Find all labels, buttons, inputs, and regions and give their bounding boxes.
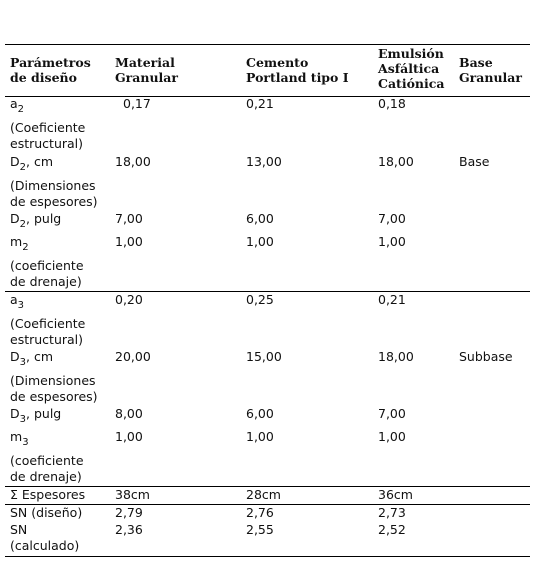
row-label: m2 (10, 234, 29, 253)
label-subscript: 2 (22, 242, 29, 253)
rule (5, 44, 530, 45)
cell: 6,00 (246, 211, 274, 226)
label-base: D (10, 211, 20, 226)
label-subscript: 3 (17, 300, 25, 311)
rule (5, 486, 530, 487)
label-subscript: 3 (22, 437, 29, 448)
label-suffix: , cm (26, 154, 54, 169)
cell: 18,00 (378, 154, 414, 169)
cell: 2,73 (378, 505, 406, 520)
row-note: (Dimensiones de espesores) (10, 178, 98, 209)
row-label: D3, cm (10, 349, 54, 368)
row-note: (Coeficiente estructural) (10, 316, 86, 347)
label-base: m (10, 234, 23, 249)
cell: 0,17 (123, 96, 151, 111)
cell: 2,55 (246, 522, 274, 537)
cell: 8,00 (115, 406, 143, 421)
row-label: SN (diseño) (10, 505, 82, 521)
label-subscript: 3 (19, 357, 27, 368)
label-base: a (10, 96, 18, 111)
label-base: D (10, 154, 20, 169)
cell: 20,00 (115, 349, 151, 364)
cell: 7,00 (115, 211, 143, 226)
label-suffix: , pulg (26, 406, 62, 421)
cell: 38cm (115, 487, 150, 502)
cell: 18,00 (115, 154, 151, 169)
label-base: D (10, 406, 20, 421)
rule (5, 291, 530, 292)
cell: 36cm (378, 487, 413, 502)
cell: 28cm (246, 487, 281, 502)
row-note: (coeficiente de drenaje) (10, 258, 84, 289)
rule (5, 96, 530, 97)
row-label: D3, pulg (10, 406, 62, 425)
cell: 1,00 (115, 234, 143, 249)
cell: 1,00 (246, 429, 274, 444)
cell: 13,00 (246, 154, 282, 169)
row-label: SN (calculado) (10, 522, 79, 554)
label-suffix: , cm (26, 349, 54, 364)
cell: 2,52 (378, 522, 406, 537)
cell: 0,21 (378, 292, 406, 307)
layer: Base (459, 154, 490, 169)
row-note: (Coeficiente estructural) (10, 120, 86, 151)
cell: 7,00 (378, 211, 406, 226)
cell: 0,25 (246, 292, 274, 307)
row-note: (coeficiente de drenaje) (10, 453, 84, 484)
header-cell: Base Granular (459, 55, 522, 85)
cell: 18,00 (378, 349, 414, 364)
rule (5, 504, 530, 505)
label-base: Σ Espesores (10, 487, 86, 502)
header-cell: Material Granular (115, 55, 178, 85)
cell: 0,18 (378, 96, 406, 111)
cell: 0,20 (115, 292, 143, 307)
row-label: m3 (10, 429, 29, 448)
label-subscript: 2 (19, 162, 27, 173)
label-base: m (10, 429, 23, 444)
label-base: D (10, 349, 20, 364)
label-base: a (10, 292, 18, 307)
row-label: D2, cm (10, 154, 54, 173)
label-subscript: 2 (19, 219, 27, 230)
label-suffix: , pulg (26, 211, 62, 226)
cell: 6,00 (246, 406, 274, 421)
cell: 1,00 (378, 429, 406, 444)
rule (5, 556, 530, 557)
label-base: SN (diseño) (10, 505, 83, 520)
cell: 1,00 (115, 429, 143, 444)
label-base: SN (calculado) (10, 522, 80, 553)
label-subscript: 2 (17, 104, 25, 115)
layer: Subbase (459, 349, 513, 364)
cell: 2,36 (115, 522, 143, 537)
header-cell: Cemento Portland tipo I (246, 55, 349, 85)
cell: 1,00 (378, 234, 406, 249)
label-subscript: 3 (19, 414, 27, 425)
header-cell: Emulsión Asfáltica Catiónica (378, 46, 445, 91)
row-note: (Dimensiones de espesores) (10, 373, 98, 404)
cell: 7,00 (378, 406, 406, 421)
cell: 0,21 (246, 96, 274, 111)
row-label: D2, pulg (10, 211, 62, 230)
header-cell: Parámetros de diseño (10, 55, 91, 85)
cell: 1,00 (246, 234, 274, 249)
row-label: a2 (10, 96, 25, 115)
cell: 2,76 (246, 505, 274, 520)
row-label: Σ Espesores (10, 487, 85, 503)
cell: 2,79 (115, 505, 143, 520)
row-label: a3 (10, 292, 25, 311)
cell: 15,00 (246, 349, 282, 364)
